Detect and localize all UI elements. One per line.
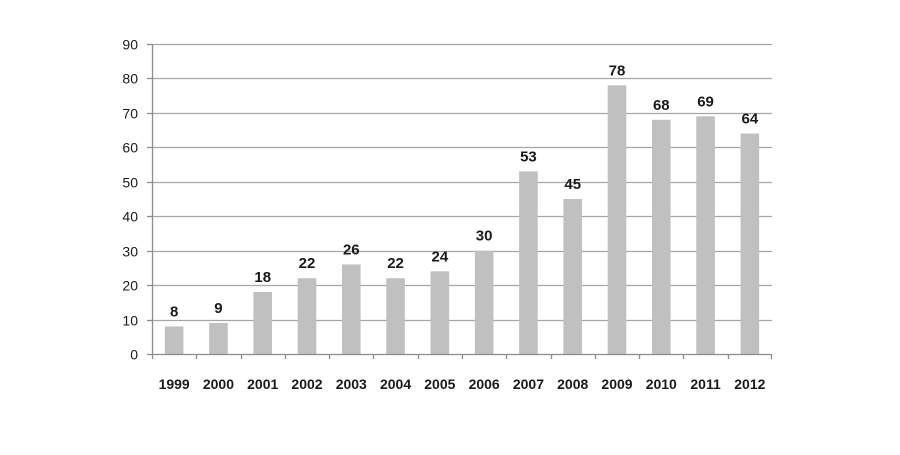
- bar-2012: [740, 133, 760, 354]
- bar-2001: [253, 292, 273, 354]
- category-label: 2009: [601, 376, 632, 392]
- data-label: 8: [170, 303, 178, 320]
- gridlines: [152, 43, 772, 322]
- y-tick-label: 10: [122, 313, 138, 329]
- category-label: 2003: [336, 376, 367, 392]
- data-label: 18: [254, 269, 271, 286]
- y-tick-label: 80: [122, 71, 138, 87]
- y-tick-label: 20: [122, 278, 138, 294]
- bar-2003: [341, 264, 361, 354]
- bars: [164, 85, 760, 355]
- data-label: 24: [432, 248, 449, 265]
- data-label: 9: [214, 300, 222, 317]
- data-label: 45: [564, 176, 581, 193]
- data-label: 69: [697, 93, 714, 110]
- category-label: 2000: [203, 376, 234, 392]
- y-tick-label: 40: [122, 209, 138, 225]
- y-tick-label: 70: [122, 106, 138, 122]
- category-label: 2012: [734, 376, 765, 392]
- data-label: 53: [520, 148, 537, 165]
- data-labels: 8 9 18 22 26 22 24 30 53 45 78 68 69 64: [170, 62, 759, 320]
- y-tick-label: 60: [122, 140, 138, 156]
- bar-2008: [563, 199, 583, 354]
- bar-2006: [474, 250, 494, 354]
- bar-2009: [607, 85, 627, 354]
- bar-2002: [297, 278, 317, 354]
- data-label: 30: [476, 228, 493, 245]
- bar-2011: [696, 116, 715, 354]
- data-label: 64: [742, 111, 759, 128]
- bar-2005: [430, 271, 450, 354]
- bar-2010: [651, 119, 671, 355]
- bar-2000: [209, 323, 228, 354]
- y-tick-label: 50: [122, 175, 138, 191]
- axes: [147, 43, 773, 359]
- category-label: 2004: [380, 376, 411, 392]
- bar-2007: [519, 171, 538, 354]
- category-label: 2005: [424, 376, 455, 392]
- data-label: 68: [653, 97, 670, 114]
- data-label: 22: [299, 255, 316, 272]
- category-label: 2008: [557, 376, 588, 392]
- bar-1999: [164, 326, 184, 354]
- category-label: 2006: [469, 376, 500, 392]
- category-label: 2007: [513, 376, 544, 392]
- y-tick-label: 90: [122, 37, 138, 53]
- category-label: 2011: [690, 376, 721, 392]
- category-label: 2010: [646, 376, 677, 392]
- category-label: 2002: [291, 376, 322, 392]
- x-axis-category-labels: 1999 2000 2001 2002 2003 2004 2005 2006 2007 2008…: [159, 376, 766, 392]
- data-label: 22: [387, 255, 404, 272]
- category-label: 1999: [159, 376, 190, 392]
- bar-2004: [386, 278, 405, 354]
- y-tick-label: 0: [130, 347, 138, 363]
- category-label: 2001: [247, 376, 278, 392]
- y-tick-label: 30: [122, 244, 138, 260]
- data-label: 78: [609, 62, 626, 79]
- y-axis-tick-labels: 0 10 20 30 40 50 60 70 80 90: [122, 37, 138, 363]
- data-label: 26: [343, 241, 360, 258]
